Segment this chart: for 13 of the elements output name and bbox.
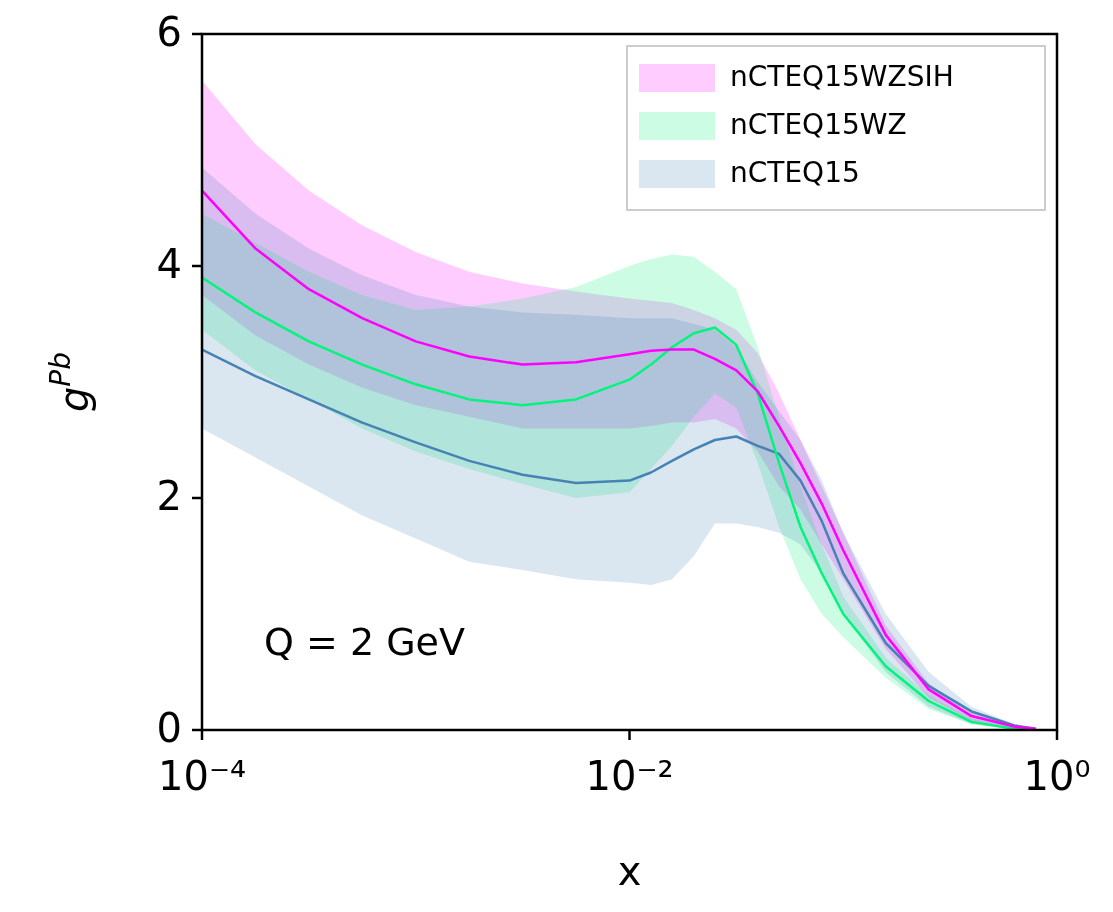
annotation: Q = 2 GeV (264, 620, 465, 664)
legend-label: nCTEQ15WZ (730, 108, 907, 142)
y-tick-label: 4 (156, 241, 182, 288)
x-axis-title: x (617, 848, 642, 894)
legend-label: nCTEQ15WZSIH (730, 60, 954, 94)
x-tick-label: 10⁰ (1023, 753, 1091, 799)
x-tick-label: 10⁻² (585, 753, 674, 799)
y-tick-label: 2 (156, 473, 182, 520)
y-tick-label: 0 (156, 705, 182, 752)
legend-label: nCTEQ15 (730, 156, 860, 190)
x-tick-label: 10⁻⁴ (157, 753, 247, 799)
y-tick-label: 6 (156, 9, 182, 56)
y-axis-title: gPb (44, 351, 97, 413)
